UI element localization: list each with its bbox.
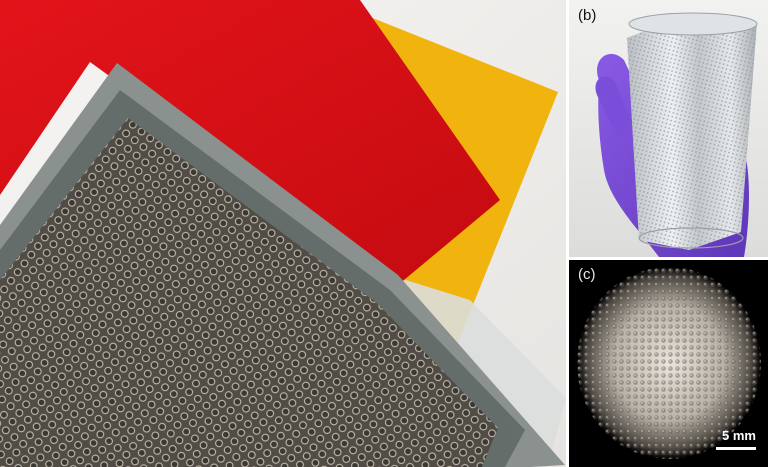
lens-array xyxy=(577,267,761,459)
scale-bar-label: 5 mm xyxy=(722,428,756,443)
glove-thumb xyxy=(595,76,632,137)
film-texture xyxy=(627,14,757,250)
photo-panel-c: (c) 5 mm xyxy=(569,260,768,467)
panel-label-c: (c) xyxy=(578,266,596,283)
scale-bar xyxy=(716,447,756,450)
photo-panel-a xyxy=(0,0,566,467)
micrograph-photo xyxy=(569,260,768,467)
rolled-film-photo xyxy=(569,0,768,257)
film-bottom-edge xyxy=(638,227,744,249)
perforated-mesh xyxy=(0,118,498,467)
perforated-plate-photo xyxy=(0,0,566,467)
photo-panel-b: (b) xyxy=(569,0,768,257)
film-top-edge xyxy=(628,12,758,36)
panel-label-b: (b) xyxy=(578,7,597,24)
